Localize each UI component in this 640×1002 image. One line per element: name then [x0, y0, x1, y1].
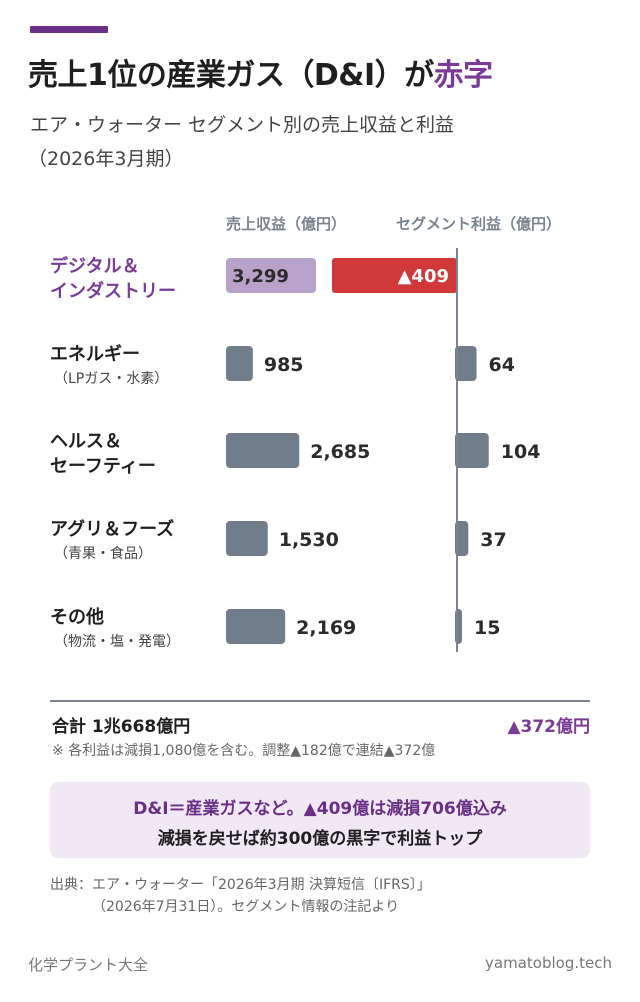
total-profit: ▲372億円 [507, 717, 590, 737]
revenue-bar [226, 521, 268, 556]
revenue-value-label: 2,169 [296, 617, 356, 639]
category-label-line2: インダストリー [50, 280, 176, 302]
revenue-column-header: 売上収益（億円） [226, 215, 347, 233]
segment-chart: デジタル＆ インダストリー 3,299 ▲409 エネルギー （LPガス・水素） 985 64… [50, 248, 541, 652]
revenue-bar [226, 609, 286, 644]
category-sublabel: （LPガス・水素） [54, 371, 168, 387]
category-label: その他 [50, 606, 104, 628]
category-label: アグリ＆フーズ [50, 518, 174, 540]
callout-box: D&I＝産業ガスなど。▲409億は減損706億込み 減損を戻せば約300億の黒字… [50, 782, 590, 858]
brand-name: 化学プラント大全 [28, 956, 149, 974]
total-divider [50, 700, 590, 702]
revenue-value-label: 1,530 [279, 529, 339, 551]
revenue-value-label: 985 [264, 354, 304, 376]
revenue-value-label: 3,299 [232, 266, 289, 287]
title-accent-bar [30, 26, 108, 33]
source-line2: （2026年7月31日）。セグメント情報の注記より [92, 899, 400, 915]
profit-value-label: 104 [501, 441, 541, 463]
category-sublabel: （物流・塩・発電） [54, 634, 180, 650]
subtitle: エア・ウォーター セグメント別の売上収益と利益 [30, 114, 455, 136]
category-label-line2: セーフティー [50, 456, 156, 477]
revenue-value-label: 2,685 [310, 441, 370, 463]
source-line1: 出典：エア・ウォーター「2026年3月期 決算短信〔IFRS〕」 [50, 877, 431, 893]
callout-line2: 減損を戻せば約300億の黒字で利益トップ [157, 829, 483, 849]
profit-value-label: 37 [480, 529, 506, 551]
revenue-bar [226, 258, 316, 293]
category-label: エネルギー [50, 344, 140, 365]
subtitle-period: （2026年3月期） [28, 148, 184, 170]
revenue-bar [226, 433, 300, 468]
category-sublabel: （青果・食品） [54, 545, 152, 562]
revenue-bar [226, 346, 253, 381]
profit-value-label: 15 [474, 617, 500, 639]
site-url: yamatoblog.tech [485, 954, 612, 972]
profit-bar [455, 521, 469, 556]
page-title: 売上1位の産業ガス（D&I）が赤字 [28, 50, 493, 94]
category-label: デジタル＆ [50, 255, 140, 277]
category-label: ヘルス＆ [50, 431, 122, 452]
callout-line1: D&I＝産業ガスなど。▲409億は減損706億込み [133, 799, 507, 819]
title-highlight: 赤字 [433, 58, 494, 93]
total-revenue: 合計 1兆668億円 [52, 717, 191, 737]
profit-column-header: セグメント利益（億円） [396, 215, 562, 233]
profit-value-label: 64 [489, 354, 515, 376]
profit-bar [332, 258, 457, 293]
title-main: 売上1位の産業ガス（D&I）が [28, 58, 434, 93]
profit-bar [455, 433, 489, 468]
profit-value-label: ▲409 [398, 266, 449, 287]
footnote: ※ 各利益は減損1,080億を含む。調整▲182億で連結▲372億 [52, 743, 436, 759]
profit-bar [455, 346, 477, 381]
